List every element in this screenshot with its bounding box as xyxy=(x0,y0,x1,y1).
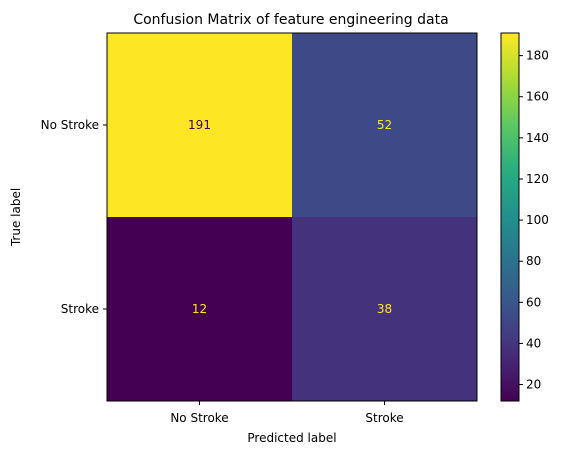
y-tick-label: Stroke xyxy=(61,302,99,316)
y-axis-ticks: No Stroke Stroke xyxy=(41,118,107,316)
colorbar-tick-label: 20 xyxy=(526,378,541,392)
colorbar-ticks: 20 40 60 80 100 120 140 160 180 xyxy=(519,49,549,392)
y-tick-label: No Stroke xyxy=(41,118,99,132)
colorbar-tick-label: 180 xyxy=(526,49,549,63)
colorbar-tick-label: 160 xyxy=(526,90,549,104)
colorbar-tick-label: 120 xyxy=(526,172,549,186)
y-axis-label: True label xyxy=(9,188,23,247)
x-axis-ticks: No Stroke Stroke xyxy=(170,401,403,425)
colorbar-tick-label: 40 xyxy=(526,336,541,350)
colorbar-tick-label: 80 xyxy=(526,254,541,268)
colorbar-tick-label: 60 xyxy=(526,295,541,309)
colorbar xyxy=(501,33,519,401)
x-tick-label: No Stroke xyxy=(170,411,228,425)
x-tick-label: Stroke xyxy=(365,411,403,425)
cell-value-label: 191 xyxy=(188,118,211,132)
cell-value-label: 12 xyxy=(192,302,207,316)
cell-value-label: 52 xyxy=(377,118,392,132)
chart-title: Confusion Matrix of feature engineering … xyxy=(133,12,448,28)
colorbar-tick-label: 100 xyxy=(526,213,549,227)
colorbar-tick-label: 140 xyxy=(526,131,549,145)
x-axis-label: Predicted label xyxy=(247,431,336,445)
heatmap-cells xyxy=(107,33,478,402)
cell-value-label: 38 xyxy=(377,302,392,316)
